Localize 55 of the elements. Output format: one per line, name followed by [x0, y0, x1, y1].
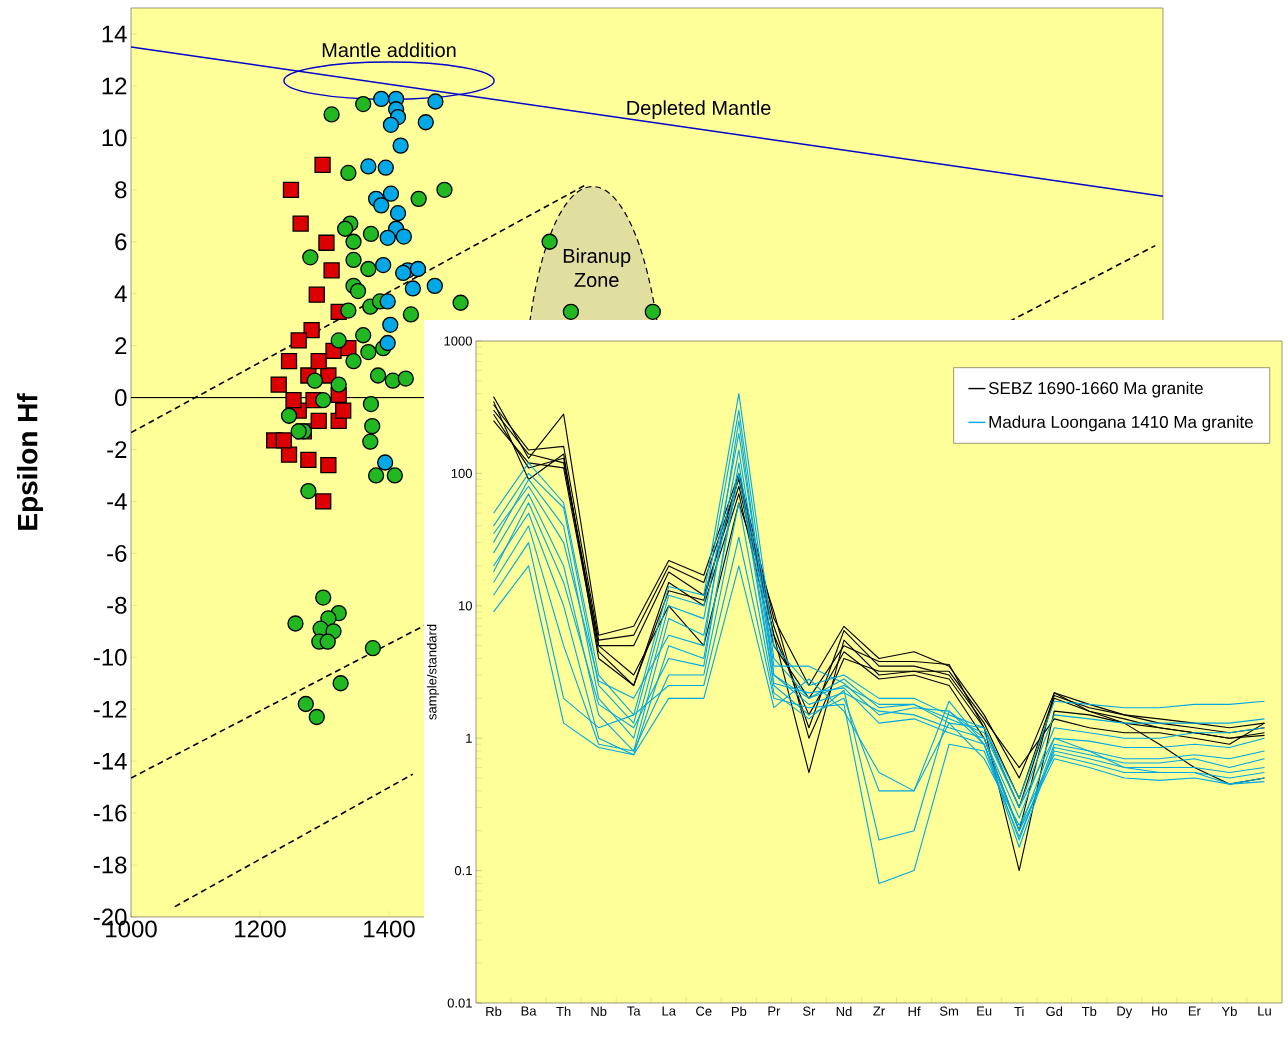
x-tick-label: Ba — [521, 1006, 537, 1016]
y-tick-label: -4 — [107, 493, 127, 510]
y-tick-label: 2 — [115, 337, 127, 354]
y-tick-label: 6 — [115, 233, 127, 251]
x-tick-label: Th — [556, 1006, 571, 1016]
x-tick-label: La — [662, 1006, 676, 1016]
x-tick-label: Sm — [939, 1006, 958, 1016]
x-tick-label: Nb — [591, 1006, 607, 1017]
y-tick-label: 0 — [115, 389, 127, 407]
annotation: Mantle addition — [322, 42, 456, 58]
y-tick-label: 0.1 — [454, 865, 472, 876]
y-tick-label: 10 — [102, 129, 127, 147]
x-tick-label: Nd — [836, 1006, 852, 1017]
y-axis-title: Epsilon Hf — [16, 393, 44, 530]
y-tick-label: -12 — [93, 700, 127, 718]
x-tick-label: Pb — [731, 1006, 747, 1017]
x-tick-label: Ta — [627, 1006, 641, 1016]
x-tick-label: Tb — [1081, 1006, 1097, 1017]
x-tick-label: Hf — [908, 1006, 921, 1016]
x-tick-label: Dy — [1117, 1006, 1133, 1019]
y-axis-title: sample/standard — [426, 624, 440, 720]
series-label: Depleted Mantle — [627, 100, 771, 119]
x-tick-label: Er — [1188, 1006, 1201, 1016]
y-tick-label: -16 — [93, 804, 127, 822]
legend-label: Madura Loongana 1410 Ma granite — [989, 415, 1253, 432]
x-tick-label: Eu — [977, 1006, 992, 1016]
y-tick-label: -6 — [107, 544, 127, 562]
y-tick-label: -10 — [93, 648, 127, 666]
x-tick-label: Lu — [1258, 1006, 1271, 1016]
x-tick-label: Pr — [768, 1006, 781, 1016]
x-tick-label: Ti — [1014, 1006, 1024, 1016]
y-tick-label: -2 — [107, 441, 127, 458]
y-tick-label: 4 — [114, 285, 127, 302]
y-tick-label: 10 — [459, 601, 472, 611]
x-tick-label: 1400 — [364, 920, 415, 938]
x-tick-label: Rb — [486, 1006, 502, 1017]
y-tick-label: 12 — [102, 77, 127, 95]
y-tick-label: 100 — [451, 468, 472, 478]
y-tick-label: -14 — [93, 752, 127, 770]
annotation: Biranup Zone — [563, 248, 631, 288]
x-tick-label: Gd — [1046, 1006, 1063, 1017]
y-tick-label: -18 — [93, 856, 127, 874]
y-tick-label: 14 — [102, 25, 127, 43]
x-tick-label: 1200 — [235, 920, 286, 938]
legend-label: SEBZ 1690-1660 Ma granite — [988, 381, 1203, 398]
y-tick-label: 8 — [115, 181, 127, 199]
x-tick-label: Yb — [1221, 1006, 1237, 1017]
y-tick-label: 1000 — [444, 336, 472, 346]
x-tick-label: Zr — [873, 1006, 885, 1016]
x-tick-label: Ho — [1152, 1006, 1168, 1016]
x-tick-label: Ce — [696, 1006, 712, 1016]
x-tick-label: Sr — [803, 1006, 816, 1016]
y-tick-label: -8 — [107, 596, 127, 614]
y-tick-label: 1 — [466, 733, 472, 743]
y-tick-label: 0.01 — [447, 998, 472, 1008]
